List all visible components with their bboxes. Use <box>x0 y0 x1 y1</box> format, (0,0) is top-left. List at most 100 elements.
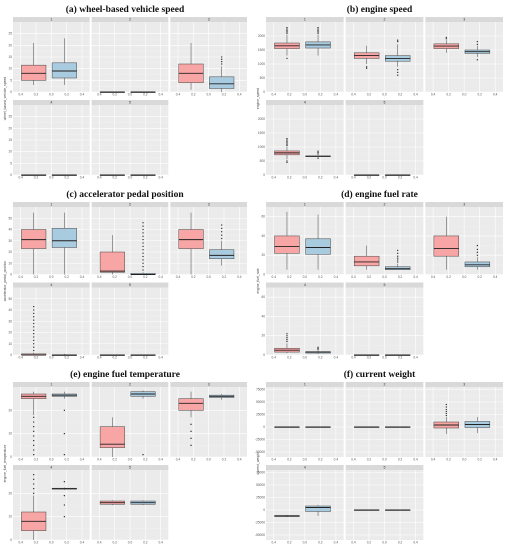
y-tick-label: 60 <box>261 295 265 299</box>
x-tick-label: 0.4 <box>272 356 277 360</box>
x-tick-label: 0.4 <box>351 458 356 462</box>
x-tick-label: 0.2 <box>446 93 451 97</box>
box-a <box>274 426 300 428</box>
x-tick-label: 0.2 <box>367 275 372 279</box>
outlier-point <box>286 31 288 33</box>
facet-5: 5 0.4 0.2 0.0 0.2 0.4 <box>91 465 169 545</box>
outlier-point <box>33 435 35 437</box>
y-tick-label: 15 <box>8 138 12 142</box>
outlier-point <box>476 43 479 46</box>
facet-4: 4 0 10 20 0.4 0.2 0.0 0.2 0.4 <box>8 465 90 545</box>
y-tick-label: 50000 <box>256 483 265 487</box>
chart-title-text: current weight <box>356 370 417 380</box>
x-tick-label: 0.4 <box>237 93 242 97</box>
outlier-point <box>63 495 66 497</box>
outlier-point <box>286 32 288 34</box>
x-tick-label: 0.4 <box>158 541 163 545</box>
x-tick-label: 0.4 <box>158 176 163 180</box>
facet-label: 3 <box>208 18 210 22</box>
facet-strip <box>345 17 424 22</box>
outlier-point <box>142 222 144 224</box>
outlier-point <box>63 433 66 435</box>
y-tick-label: 1000 <box>258 62 265 66</box>
x-tick-label: 0.2 <box>222 275 227 279</box>
facet-1: 1 0 500 1000 1500 2000 0.4 0.2 0.0 0.2 0.4 <box>258 17 344 97</box>
x-tick-label: 0.4 <box>18 275 23 279</box>
x-tick-label: 0.2 <box>318 176 323 180</box>
box-a <box>21 43 47 85</box>
box-b <box>385 174 411 176</box>
facet-label: 2 <box>384 203 386 207</box>
facet-label: 2 <box>384 383 386 387</box>
x-tick-label: 0.2 <box>398 541 403 545</box>
box-a <box>99 235 125 275</box>
box-a <box>274 333 300 354</box>
box-a <box>21 212 47 275</box>
outlier-point <box>142 269 144 271</box>
x-tick-label: 0.2 <box>398 275 403 279</box>
x-tick-label: 0.4 <box>97 176 102 180</box>
facet-strip <box>91 17 169 22</box>
outlier-point <box>397 39 399 41</box>
box-a <box>353 174 380 176</box>
y-tick-label: 0 <box>263 273 265 277</box>
outlier-point <box>33 426 35 428</box>
y-tick-label: 25 <box>8 32 12 36</box>
outlier-point <box>317 32 319 34</box>
y-tick-label: 25000 <box>256 413 265 417</box>
outlier-point <box>476 40 479 43</box>
x-tick-label: 0.0 <box>382 93 387 97</box>
outlier-point <box>33 319 35 321</box>
x-tick-label: 0.0 <box>128 176 133 180</box>
y-tick-label: 75000 <box>256 471 265 475</box>
outlier-point <box>317 151 319 154</box>
y-tick-label: 0 <box>263 173 265 177</box>
box-b <box>51 353 77 356</box>
box-b <box>464 244 491 270</box>
outlier-point <box>445 414 447 417</box>
facet-label: 2 <box>129 383 131 387</box>
x-tick-label: 0.4 <box>334 356 339 360</box>
chart-letter: (b) <box>347 4 361 15</box>
x-tick-label: 0.4 <box>272 176 277 180</box>
box-iqr <box>178 229 204 249</box>
x-tick-label: 0.2 <box>398 458 403 462</box>
box-b <box>130 390 156 456</box>
outlier-point <box>142 245 144 248</box>
x-tick-label: 0.4 <box>431 275 436 279</box>
y-tick-label: 0 <box>10 90 12 94</box>
facet-label: 4 <box>304 466 306 470</box>
y-tick-label: 0 <box>263 508 265 512</box>
facet-strip <box>345 202 424 207</box>
x-tick-label: 0.2 <box>287 541 292 545</box>
y-tick-label: 20 <box>8 408 12 412</box>
facet-4: 4 0 500 1000 1500 2000 0.4 0.2 0.0 0.2 0.4 <box>258 100 344 180</box>
box-b <box>385 509 411 511</box>
y-tick-label: 10 <box>8 432 12 436</box>
x-tick-label: 0.2 <box>112 275 117 279</box>
x-tick-label: 0.4 <box>334 93 339 97</box>
facet-strip <box>266 202 344 207</box>
x-tick-label: 0.2 <box>191 458 196 462</box>
box-iqr <box>209 249 235 259</box>
chart-letter: (c) <box>66 189 79 200</box>
facet-label: 1 <box>50 18 52 22</box>
facet-strip <box>13 202 90 207</box>
outlier-point <box>33 492 35 494</box>
facet-strip <box>345 465 424 470</box>
facet-strip <box>170 202 247 207</box>
outlier-point <box>221 234 223 236</box>
facet-strip <box>345 382 424 387</box>
outlier-point <box>286 142 288 144</box>
x-tick-label: 0.2 <box>398 176 403 180</box>
outlier-point <box>63 504 66 506</box>
chart-title: (e) engine fuel temperature <box>70 369 180 380</box>
facet-label: 1 <box>304 203 306 207</box>
box-b <box>209 56 235 92</box>
facet-strip <box>13 382 90 387</box>
x-tick-label: 0.2 <box>143 275 148 279</box>
x-tick-label: 0.2 <box>64 356 69 360</box>
y-tick-label: 50 <box>8 297 12 301</box>
box-a <box>353 426 380 428</box>
box-a <box>178 391 204 446</box>
